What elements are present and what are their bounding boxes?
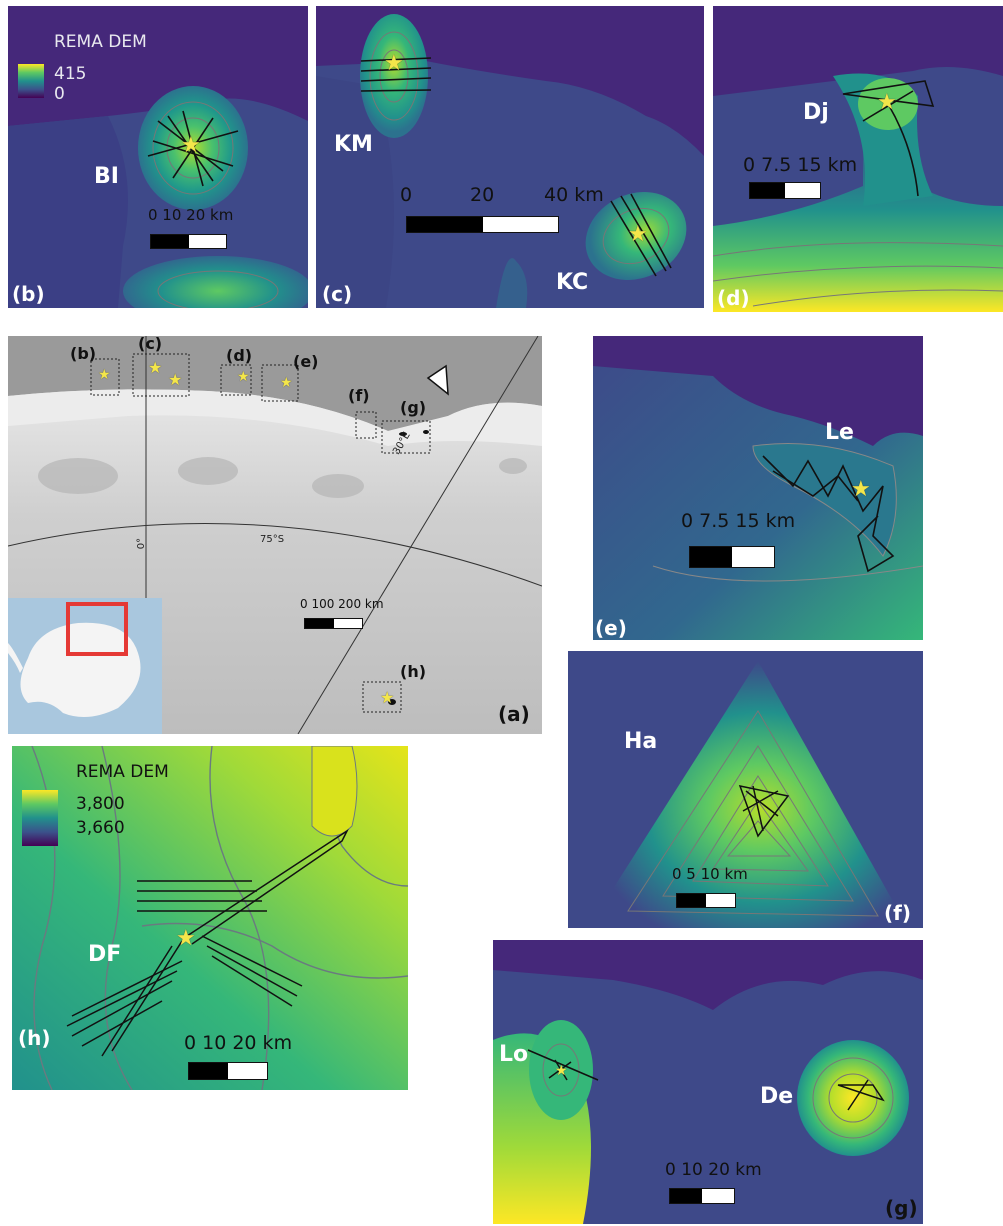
panel-e: ★ Le 0 7.5 15 km (e) [593,336,923,640]
star-icon: ★ [181,133,201,158]
panel-c-terrain [316,6,704,308]
panel-tag-f: (f) [884,901,911,925]
panel-a-overview-map: (b) (c) (d) (e) (f) (g) (h) ★ ★ ★ ★ ★ ★ … [8,336,542,734]
star-icon: ★ [176,926,196,951]
longitude-label-0: 0° [136,537,148,550]
panel-tag-a: (a) [498,702,530,726]
site-label-bi: BI [94,164,119,189]
site-label-kc: KC [556,270,589,295]
box-label-g: (g) [400,398,427,417]
scale-bar-text: 0 100 200 km [300,597,384,611]
scale-bar [676,893,736,908]
scale-bar [150,234,227,249]
panel-c: ★ ★ KM KC 0 20 40 km (c) [316,6,704,308]
star-icon: ★ [98,367,111,383]
panel-tag-c: (c) [322,282,353,306]
legend-color-ramp [22,790,58,846]
star-icon: ★ [168,370,183,389]
panel-h-terrain [12,746,408,1090]
site-label-de: De [760,1084,794,1109]
star-icon: ★ [237,369,250,385]
scale-bar-text: 0 10 20 km [184,1032,293,1054]
legend-max: 3,800 [76,794,125,814]
panel-a-terrain [8,336,542,734]
box-label-d: (d) [226,346,253,365]
site-label-df: DF [88,942,122,967]
star-icon: ★ [555,1063,568,1079]
panel-tag-d: (d) [717,286,750,310]
site-label-ha: Ha [624,729,658,754]
scale-bar-text: 0 5 10 km [672,865,748,883]
site-label-lo: Lo [499,1042,529,1067]
panel-g: ★ Lo De 0 10 20 km (g) [493,940,923,1224]
legend-min: 0 [54,84,65,104]
scale-bar-text: 0 7.5 15 km [743,154,858,176]
panel-d-terrain [713,6,1003,312]
site-label-le: Le [825,420,854,445]
panel-f: Ha 0 5 10 km (f) [568,651,923,928]
panel-e-terrain [593,336,923,640]
star-icon: ★ [380,688,395,707]
star-icon: ★ [628,222,648,247]
star-icon: ★ [877,90,897,115]
scale-bar-text: 0 7.5 15 km [681,510,796,532]
legend-color-ramp [18,64,44,98]
legend-title: REMA DEM [76,762,169,782]
box-label-e: (e) [293,352,319,371]
scale-bar-text: 0 10 20 km [665,1160,762,1180]
panel-tag-e: (e) [595,616,627,640]
site-label-km: KM [334,132,373,157]
scale-bar [669,1188,735,1204]
panel-tag-b: (b) [12,282,45,306]
scale-bar [188,1062,268,1080]
legend-min: 3,660 [76,818,125,838]
legend-max: 415 [54,64,87,84]
inset-map-antarctica [8,598,162,734]
panel-b: REMA DEM 415 0 ★ BI 0 10 20 km (b) [8,6,308,308]
panel-b-terrain [8,6,308,308]
scale-bar [749,182,821,199]
scale-bar [304,618,363,629]
panel-h: REMA DEM 3,800 3,660 ★ DF 0 10 20 km (h) [12,746,408,1090]
scale-bar-40: 40 km [544,184,604,206]
panel-f-terrain [568,651,923,928]
star-icon: ★ [851,477,871,502]
north-arrow-icon [426,364,449,396]
star-icon: ★ [280,375,293,391]
panel-d: ★ Dj 0 7.5 15 km (d) [713,6,1003,312]
panel-g-terrain [493,940,923,1224]
box-label-h: (h) [400,662,427,681]
scale-bar [406,216,559,233]
box-label-f: (f) [348,386,370,405]
box-label-b: (b) [70,344,97,363]
scale-bar-text: 0 10 20 km [148,206,234,224]
star-icon: ★ [384,51,404,76]
box-label-c: (c) [138,336,163,353]
scale-bar-20: 20 [470,184,495,206]
scale-bar [689,546,775,568]
scale-bar-0: 0 [400,184,413,206]
star-icon: ★ [148,358,163,377]
latitude-label: 75°S [260,534,285,545]
panel-tag-g: (g) [885,1196,918,1220]
legend-title: REMA DEM [54,32,147,52]
panel-tag-h: (h) [18,1026,51,1050]
site-label-dj: Dj [803,100,829,125]
